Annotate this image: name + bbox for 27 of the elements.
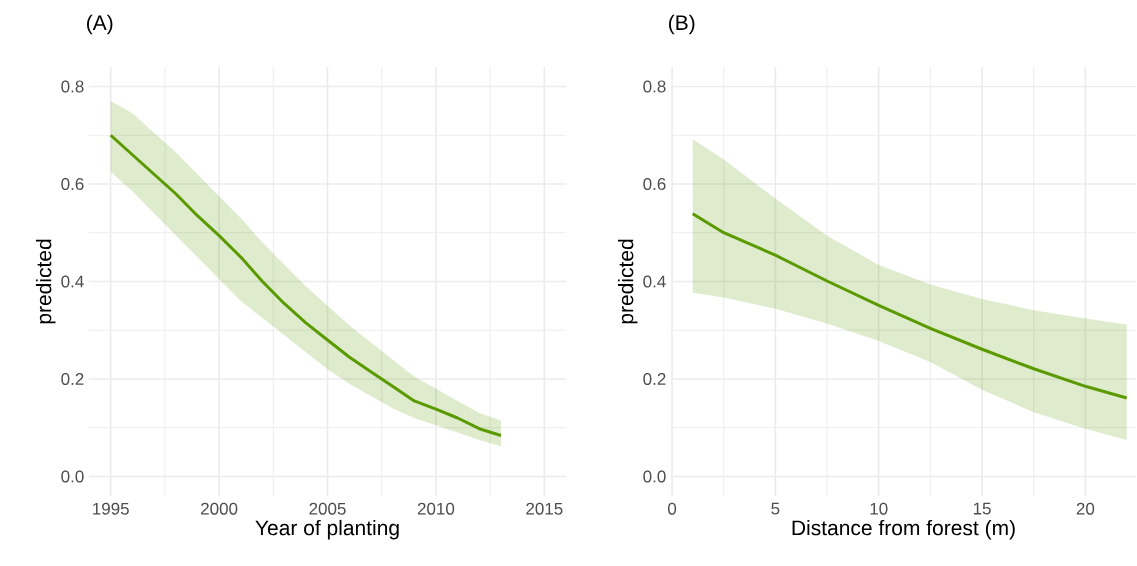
y-tick-label: 0.4 — [61, 275, 84, 288]
y-tick-label: 0.8 — [61, 80, 84, 93]
chart-title: (A) — [87, 14, 113, 35]
x-tick-label: 15 — [973, 502, 991, 515]
y-axis-title: predicted — [617, 239, 638, 324]
y-tick-label: 0.0 — [643, 470, 666, 483]
line-series — [691, 212, 1129, 400]
y-axis-title: predicted — [35, 239, 56, 324]
x-axis-title: Year of planting — [255, 519, 399, 540]
y-tick-label: 0.6 — [643, 177, 666, 191]
x-tick-label: 2015 — [526, 502, 563, 515]
x-tick-label: 1995 — [93, 502, 129, 515]
x-tick-label: 2005 — [309, 502, 346, 515]
x-axis-title: Distance from forest (m) — [792, 519, 1015, 540]
y-tick-label: 0.2 — [61, 372, 84, 386]
x-tick-label: 20 — [1076, 502, 1095, 515]
y-tick-label: 0.0 — [61, 470, 84, 483]
x-tick-label: 5 — [771, 502, 780, 515]
y-tick-label: 0.4 — [643, 275, 666, 288]
chart-title: (B) — [669, 14, 695, 35]
x-tick-label: 2010 — [417, 502, 455, 515]
y-tick-label: 0.2 — [643, 372, 666, 386]
x-tick-label: 0 — [667, 502, 677, 515]
y-tick-label: 0.6 — [61, 177, 84, 191]
x-tick-label: 10 — [870, 502, 888, 515]
x-tick-label: 2000 — [201, 502, 238, 515]
y-tick-label: 0.8 — [643, 80, 666, 93]
